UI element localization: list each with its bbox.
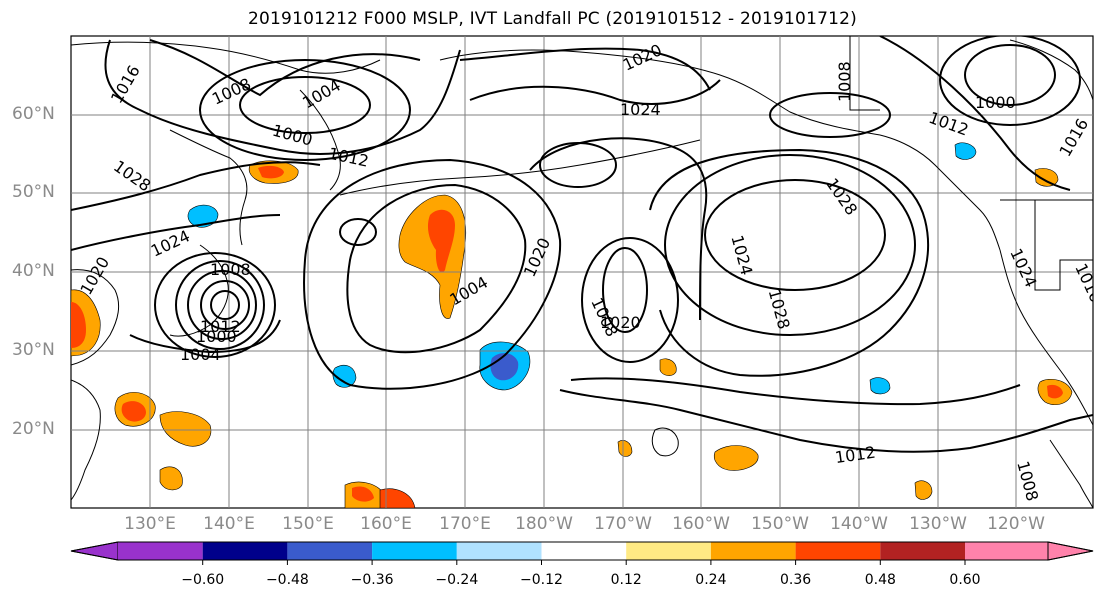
coastlines bbox=[71, 36, 1093, 508]
contour-label: 1004 bbox=[180, 345, 221, 364]
contour-label: 1000 bbox=[196, 327, 237, 346]
colorbar-tick-label: −0.36 bbox=[350, 572, 394, 588]
lat-label: 50°N bbox=[12, 182, 55, 202]
ivt-shading bbox=[71, 142, 1073, 508]
colorbar-tick-label: 0.48 bbox=[864, 572, 896, 588]
colorbar-tick-label: −0.12 bbox=[520, 572, 563, 588]
lon-label: 140°W bbox=[830, 514, 888, 534]
colorbar-tick-label: −0.60 bbox=[181, 572, 225, 588]
contour-label: 1008 bbox=[835, 61, 854, 102]
map-title: 2019101212 F000 MSLP, IVT Landfall PC (2… bbox=[248, 9, 857, 29]
lat-label: 30°N bbox=[12, 340, 55, 360]
lon-label: 160°E bbox=[360, 514, 412, 534]
lat-label: 60°N bbox=[12, 104, 55, 124]
lat-label: 20°N bbox=[12, 419, 55, 439]
lon-label: 160°W bbox=[672, 514, 730, 534]
contour-label: 1020 bbox=[600, 313, 641, 332]
colorbar-tick-label: 0.12 bbox=[610, 572, 642, 588]
lon-label: 170°E bbox=[439, 514, 491, 534]
colorbar-tick-label: −0.48 bbox=[265, 572, 309, 588]
contour-label: 1024 bbox=[620, 100, 661, 119]
lon-label: 170°W bbox=[594, 514, 652, 534]
lat-label: 40°N bbox=[12, 261, 55, 281]
lon-label: 120°W bbox=[987, 514, 1045, 534]
colorbar-tick-label: −0.24 bbox=[435, 572, 479, 588]
colorbar-tick-label: 0.60 bbox=[949, 572, 981, 588]
contour-label: 1012 bbox=[200, 317, 241, 336]
lon-label: 130°E bbox=[124, 514, 176, 534]
colorbar bbox=[70, 541, 1094, 565]
lon-label: 180°W bbox=[515, 514, 573, 534]
colorbar-tick-label: 0.24 bbox=[695, 572, 727, 588]
contour-label: 1008 bbox=[210, 260, 251, 279]
lon-label: 150°E bbox=[282, 514, 334, 534]
lon-label: 150°W bbox=[751, 514, 809, 534]
contour-label: 1000 bbox=[975, 93, 1016, 112]
lon-label: 130°W bbox=[909, 514, 967, 534]
lon-label: 140°E bbox=[203, 514, 255, 534]
mslp-contours bbox=[71, 36, 1093, 453]
colorbar-tick-label: 0.36 bbox=[780, 572, 812, 588]
